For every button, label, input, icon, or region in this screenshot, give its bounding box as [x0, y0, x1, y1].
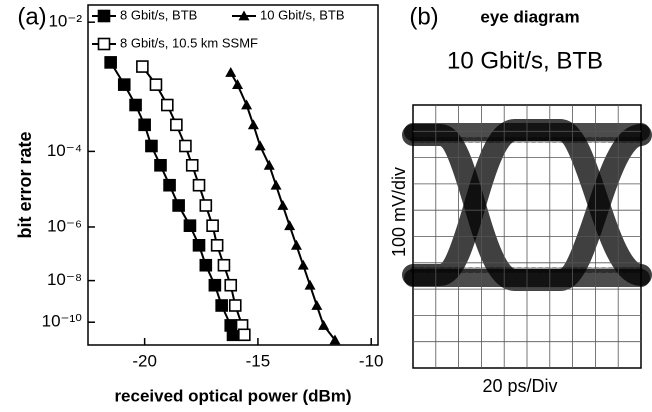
marker — [318, 320, 329, 330]
marker — [164, 180, 175, 191]
marker — [200, 200, 211, 211]
x-tick-label: -20 — [132, 351, 157, 370]
x-tick-label: -15 — [246, 351, 271, 370]
marker — [171, 119, 182, 130]
legend-label: 8 Gbit/s, 10.5 km SSMF — [120, 35, 258, 50]
y-axis-label: bit error rate — [15, 131, 35, 238]
marker — [180, 141, 191, 152]
y-tick-label: 10⁻² — [48, 12, 82, 31]
marker — [255, 141, 266, 151]
marker — [248, 119, 259, 129]
marker — [194, 240, 205, 251]
figure: (a) received optical power (dBm) bit err… — [0, 0, 652, 412]
eye-y-label: 100 mV/div — [389, 167, 409, 257]
marker — [105, 57, 116, 68]
marker — [271, 180, 282, 190]
marker — [225, 67, 236, 77]
legend-label: 10 Gbit/s, BTB — [260, 7, 345, 22]
marker — [200, 260, 211, 271]
panel-label: (b) — [409, 3, 438, 30]
marker — [277, 200, 288, 210]
legend-marker — [99, 11, 110, 22]
marker — [173, 200, 184, 211]
marker — [194, 180, 205, 191]
legend-marker — [99, 39, 110, 50]
marker — [216, 300, 227, 311]
marker — [225, 280, 236, 291]
eye-x-label: 20 ps/Div — [482, 376, 557, 396]
marker — [311, 300, 322, 310]
eye-title: eye diagram — [480, 7, 579, 26]
marker — [239, 329, 250, 340]
marker — [130, 100, 141, 111]
y-tick-label: 10⁻¹⁰ — [42, 312, 83, 331]
marker — [209, 280, 220, 291]
marker — [150, 79, 161, 90]
x-tick-label: -10 — [359, 351, 384, 370]
marker — [218, 260, 229, 271]
x-axis-label: received optical power (dBm) — [114, 386, 351, 405]
marker — [146, 141, 157, 152]
marker — [184, 220, 195, 231]
marker — [187, 160, 198, 171]
marker — [298, 260, 309, 270]
marker — [232, 79, 243, 89]
marker — [162, 100, 173, 111]
marker — [284, 220, 295, 230]
y-tick-label: 10⁻⁶ — [47, 216, 82, 235]
eye-diagram — [413, 105, 641, 368]
marker — [139, 119, 150, 130]
marker — [119, 79, 130, 90]
marker — [264, 160, 275, 170]
marker — [207, 220, 218, 231]
marker — [155, 160, 166, 171]
y-tick-label: 10⁻⁴ — [47, 141, 82, 160]
marker — [212, 240, 223, 251]
legend-label: 8 Gbit/s, BTB — [120, 7, 197, 22]
marker — [291, 240, 302, 250]
y-tick-label: 10⁻⁸ — [47, 270, 82, 289]
series-line — [142, 67, 244, 335]
marker — [137, 61, 148, 72]
panel-label: (a) — [17, 3, 46, 30]
eye-subtitle: 10 Gbit/s, BTB — [447, 47, 603, 74]
marker — [241, 100, 252, 110]
marker — [305, 280, 316, 290]
marker — [230, 300, 241, 311]
